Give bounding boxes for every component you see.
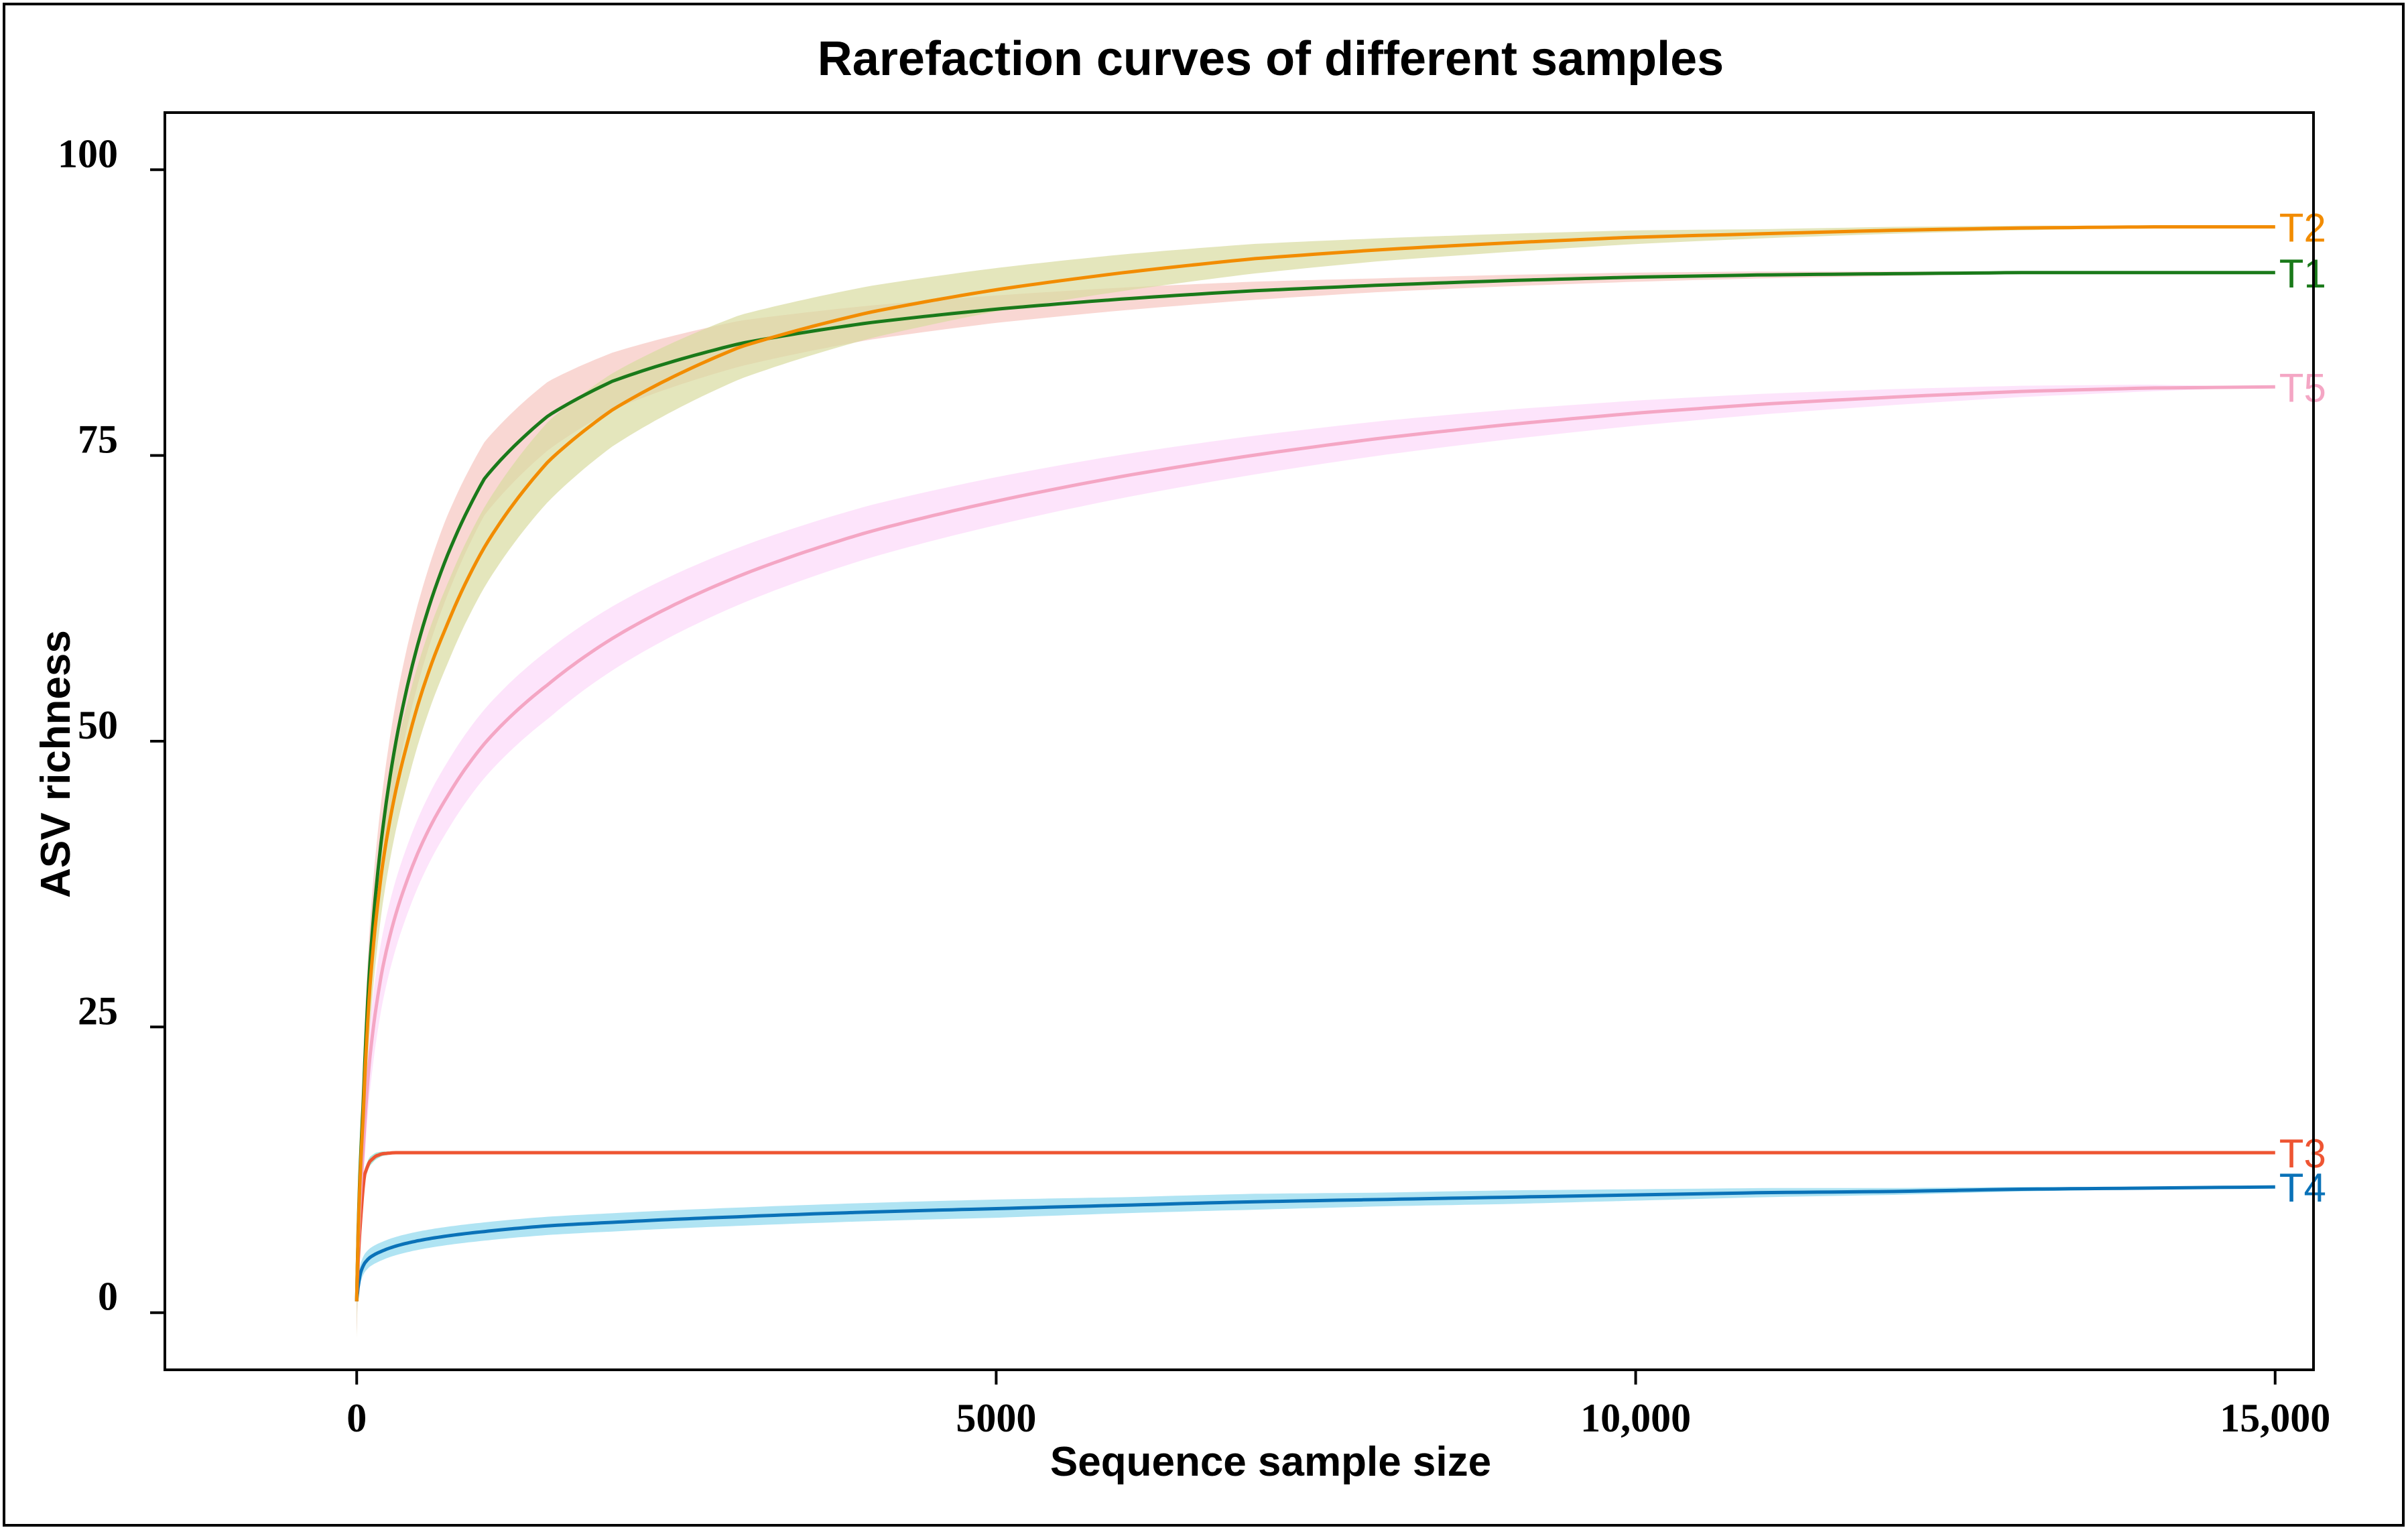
figure-frame — [3, 3, 2405, 1527]
y-tick-label: 100 — [58, 131, 118, 176]
line-t4 — [355, 1185, 2275, 1301]
series-lines — [355, 225, 2275, 1301]
x-tick-label: 5000 — [956, 1396, 1036, 1440]
x-tick-label: 10,000 — [1580, 1396, 1691, 1440]
x-axis-title: Sequence sample size — [1050, 1439, 1491, 1485]
y-tick-label: 75 — [78, 418, 118, 462]
line-t3 — [355, 1151, 2275, 1301]
y-tick-label: 50 — [78, 703, 118, 747]
series-label-t2: T2 — [2279, 206, 2326, 251]
band-t4 — [357, 1187, 2275, 1311]
series-label-t3: T3 — [2279, 1131, 2326, 1176]
line-t5 — [355, 385, 2275, 1301]
series-label-t4: T4 — [2279, 1165, 2326, 1210]
series-label-t1: T1 — [2279, 251, 2326, 296]
x-tick-label: 0 — [346, 1396, 367, 1440]
chart-title: Rarefaction curves of different samples — [818, 32, 1724, 86]
x-axis: 0 5000 10,000 15,000 — [346, 1370, 2330, 1440]
y-tick-label: 25 — [78, 988, 118, 1033]
line-t2 — [355, 225, 2275, 1301]
confidence-bands — [357, 225, 2275, 1342]
x-tick-label: 15,000 — [2220, 1396, 2330, 1440]
y-axis-title: ASV richness — [33, 630, 79, 898]
y-tick-label: 0 — [98, 1275, 118, 1319]
series-label-t5: T5 — [2279, 365, 2326, 410]
y-axis: 0 25 50 75 100 — [58, 131, 165, 1319]
